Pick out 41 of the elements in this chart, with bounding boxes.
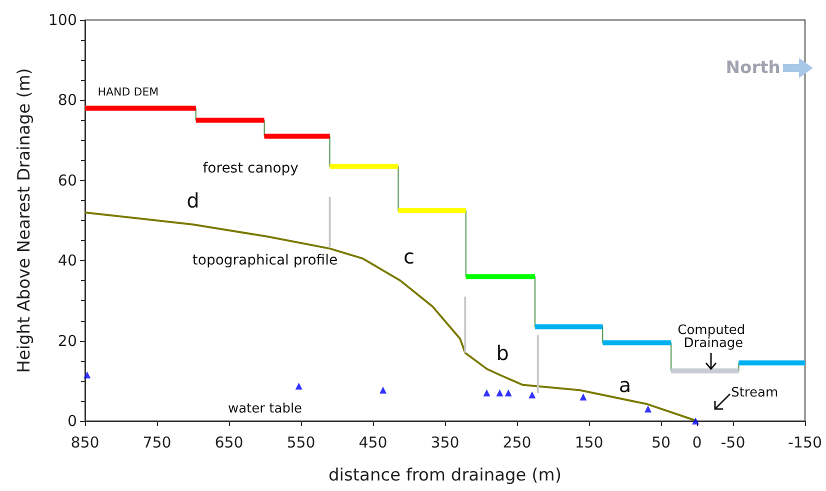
x-tick-label: 550 — [286, 434, 316, 452]
annotation: HAND DEM — [98, 86, 159, 99]
point — [692, 418, 700, 424]
y-tick-label: 40 — [58, 252, 77, 270]
x-tick-label: -50 — [720, 434, 746, 452]
annotation: a — [618, 372, 632, 397]
annotation: Computed Drainage — [678, 322, 746, 351]
x-axis-title: distance from drainage (m) — [328, 466, 562, 486]
x-tick-label: 650 — [214, 434, 244, 452]
x-tick-label: 150 — [574, 434, 604, 452]
annotation: c — [404, 244, 414, 269]
x-tick-label: 450 — [358, 434, 388, 452]
y-tick-label: 0 — [67, 412, 77, 430]
annotation: d — [186, 188, 200, 212]
y-tick-label: 100 — [48, 11, 77, 29]
annotation: topographical profile — [192, 252, 338, 269]
point — [580, 393, 587, 400]
annotation: North — [726, 58, 780, 78]
annotation: water table — [228, 401, 302, 416]
point — [644, 405, 652, 412]
point — [483, 389, 490, 396]
point — [380, 386, 387, 394]
y-tick-label: 80 — [58, 91, 77, 110]
annotation: forest canopy — [202, 160, 298, 176]
x-tick-label: 750 — [142, 434, 172, 452]
y-tick-label: 60 — [58, 171, 77, 190]
x-tick-label: 50 — [651, 434, 671, 452]
annotation: Stream — [731, 385, 778, 400]
x-tick-label: 850 — [70, 434, 100, 452]
x-tick-label: 0 — [692, 434, 702, 452]
y-tick-label: 20 — [58, 332, 77, 350]
point — [496, 389, 504, 396]
point — [295, 382, 302, 390]
point — [84, 371, 91, 378]
x-tick-label: 250 — [502, 434, 532, 452]
annotation: b — [496, 340, 509, 365]
x-tick-label: -150 — [788, 434, 822, 452]
x-tick-label: 350 — [430, 434, 460, 452]
point — [528, 391, 536, 398]
y-axis-title: Height Above Nearest Drainage (m) — [14, 68, 34, 373]
point — [504, 389, 512, 396]
